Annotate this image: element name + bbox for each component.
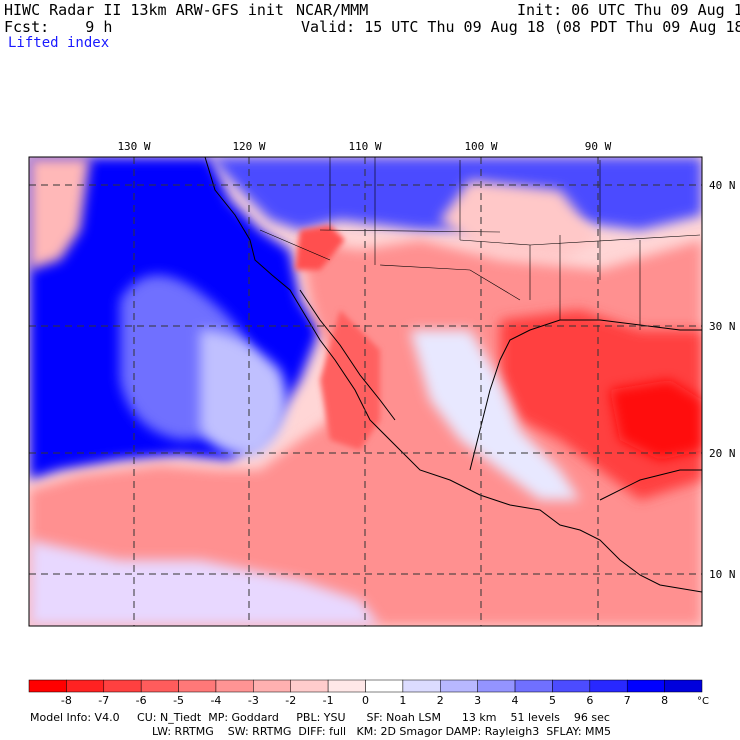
colorbar-label: 7	[624, 694, 631, 707]
gulf-core-region	[610, 380, 702, 460]
political-boundaries	[259, 157, 701, 330]
colorbar-label: -6	[136, 694, 147, 707]
colorbar-box	[365, 679, 404, 693]
state-borders	[259, 157, 701, 330]
colorbar-box	[402, 679, 441, 693]
colorbar-label: -4	[210, 694, 221, 707]
lat-label-40n: 40 N	[709, 179, 736, 192]
colorbar-box	[66, 679, 105, 693]
colorbar-box	[178, 679, 217, 693]
colorbar-label: -8	[61, 694, 72, 707]
colorbar-box	[477, 679, 516, 693]
colorbar-box	[253, 679, 291, 693]
colorbar-label: -1	[323, 694, 334, 707]
colorbar-label: 8	[661, 694, 668, 707]
colorbar-label: -3	[248, 694, 259, 707]
colorbar-label: 3	[474, 694, 481, 707]
southern-pacific-stable	[29, 540, 380, 626]
lon-label-100w: 100 W	[464, 140, 497, 153]
lon-label-120w: 120 W	[232, 140, 265, 153]
colorbar-label: 1	[399, 694, 406, 707]
colorbar-label: -2	[285, 694, 296, 707]
graticule	[29, 157, 702, 626]
colorbar-box	[589, 679, 628, 693]
lat-label-30n: 30 N	[709, 320, 736, 333]
lon-label-130w: 130 W	[117, 140, 150, 153]
lon-label-90w: 90 W	[585, 140, 612, 153]
pacific-coastline	[204, 157, 702, 593]
valid-time: Valid: 15 UTC Thu 09 Aug 18 (08 PDT Thu …	[301, 18, 740, 36]
colorbar-box	[103, 679, 142, 693]
colorbar-box	[327, 679, 366, 693]
coastlines	[204, 157, 702, 593]
colorbar-box	[514, 679, 553, 693]
pacific-eddy-region	[200, 330, 287, 456]
lat-label-20n: 20 N	[709, 447, 736, 460]
california-coast-unstable	[295, 225, 345, 270]
colorbar-boxes	[28, 679, 703, 693]
colorbar-label: 2	[437, 694, 444, 707]
colorbar-label: 0	[362, 694, 369, 707]
organization-label: NCAR/MMM	[296, 1, 369, 19]
gulf-coastline	[469, 319, 702, 471]
colorbar-box	[28, 679, 67, 693]
northern-stable-band	[210, 157, 702, 230]
colorbar-unit: °C	[697, 696, 709, 707]
colorbar-label: 6	[586, 694, 593, 707]
baja-coastline	[299, 289, 396, 421]
product-title: HIWC Radar II 13km ARW-GFS init	[4, 1, 284, 19]
field-name: Lifted index	[8, 35, 110, 51]
init-time: Init: 06 UTC Thu 09 Aug 18	[517, 1, 740, 19]
colorbar-box	[290, 679, 329, 693]
model-info-line2: LW: RRTMG SW: RRTMG DIFF: full KM: 2D Sm…	[152, 725, 612, 738]
colorbar-box	[664, 679, 703, 693]
colorbar-label: -5	[173, 694, 184, 707]
colorbar-labels: -8 -7 -6 -5 -4 -3 -2 -1 0 1 2 3 4 5 6 7 8	[61, 694, 668, 707]
colorbar-box	[440, 679, 478, 693]
lat-label-10n: 10 N	[709, 568, 736, 581]
colorbar-box	[215, 679, 254, 693]
colorbar-box	[140, 679, 179, 693]
map-frame	[28, 156, 703, 627]
yucatan-coastline	[599, 469, 702, 501]
colorbar-box	[552, 679, 591, 693]
model-info-line1: Model Info: V4.0 CU: N_Tiedt MP: Goddard…	[30, 711, 610, 724]
colorbar-label: -7	[98, 694, 109, 707]
colorbar-label: 4	[512, 694, 519, 707]
colorbar-box	[626, 679, 665, 693]
lon-label-110w: 110 W	[348, 140, 381, 153]
colorbar-label: 5	[549, 694, 556, 707]
mexico-plateau-stable	[410, 330, 580, 500]
forecast-hour: Fcst: 9 h	[4, 18, 113, 36]
axis-labels: 130 W 120 W 110 W 100 W 90 W 40 N 30 N 2…	[117, 140, 735, 581]
